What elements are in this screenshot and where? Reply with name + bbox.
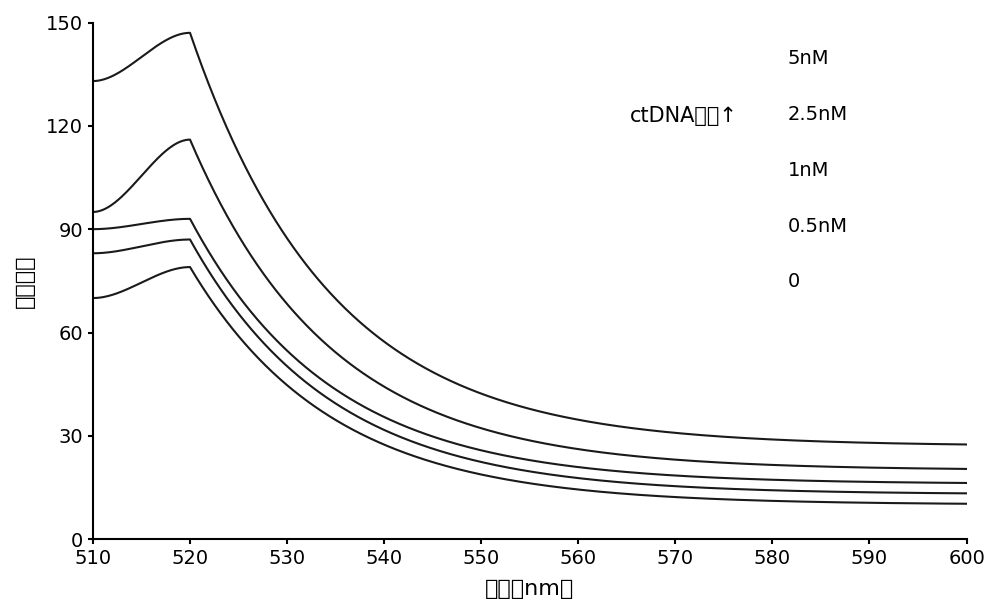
Text: 5nM: 5nM [787,49,829,68]
Text: 2.5nM: 2.5nM [787,105,848,124]
Y-axis label: 药光强度: 药光强度 [15,254,35,308]
X-axis label: 波长（nm）: 波长（nm） [485,579,574,599]
Text: 0: 0 [787,273,800,292]
Text: 0.5nM: 0.5nM [787,217,847,236]
Text: 1nM: 1nM [787,161,829,180]
Text: ctDNA浓度↑: ctDNA浓度↑ [630,106,738,125]
